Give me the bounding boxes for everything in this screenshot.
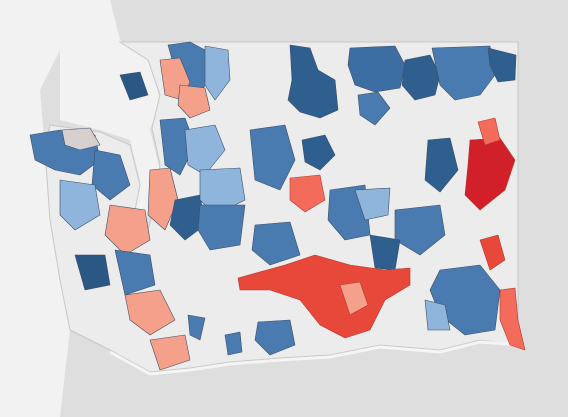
district [224,331,243,356]
district [61,127,101,151]
district [169,194,206,241]
district [204,45,231,101]
district [74,254,111,291]
district [149,334,191,371]
district [287,44,339,119]
district [424,299,451,331]
district [477,117,501,146]
districts [29,41,526,371]
district [339,281,369,316]
district [254,319,296,356]
district [177,84,211,119]
district [431,45,496,101]
district [187,314,206,341]
district [357,91,391,126]
river [109,340,521,376]
district [91,149,131,201]
district [249,124,296,191]
district [197,204,246,251]
district [347,45,406,93]
district [464,137,516,211]
district [424,137,459,193]
district [119,71,149,101]
district [124,289,176,336]
district [237,254,411,339]
ocean [0,0,120,417]
district [394,204,446,256]
district [114,249,156,296]
district [184,124,226,176]
district [301,134,336,171]
district [369,234,401,271]
district [147,167,179,231]
district [401,54,441,101]
district [479,234,506,271]
district [487,47,517,83]
district [59,179,101,231]
district [499,287,526,351]
district [289,174,326,213]
district [251,221,301,266]
district [354,187,391,221]
district [104,204,151,256]
